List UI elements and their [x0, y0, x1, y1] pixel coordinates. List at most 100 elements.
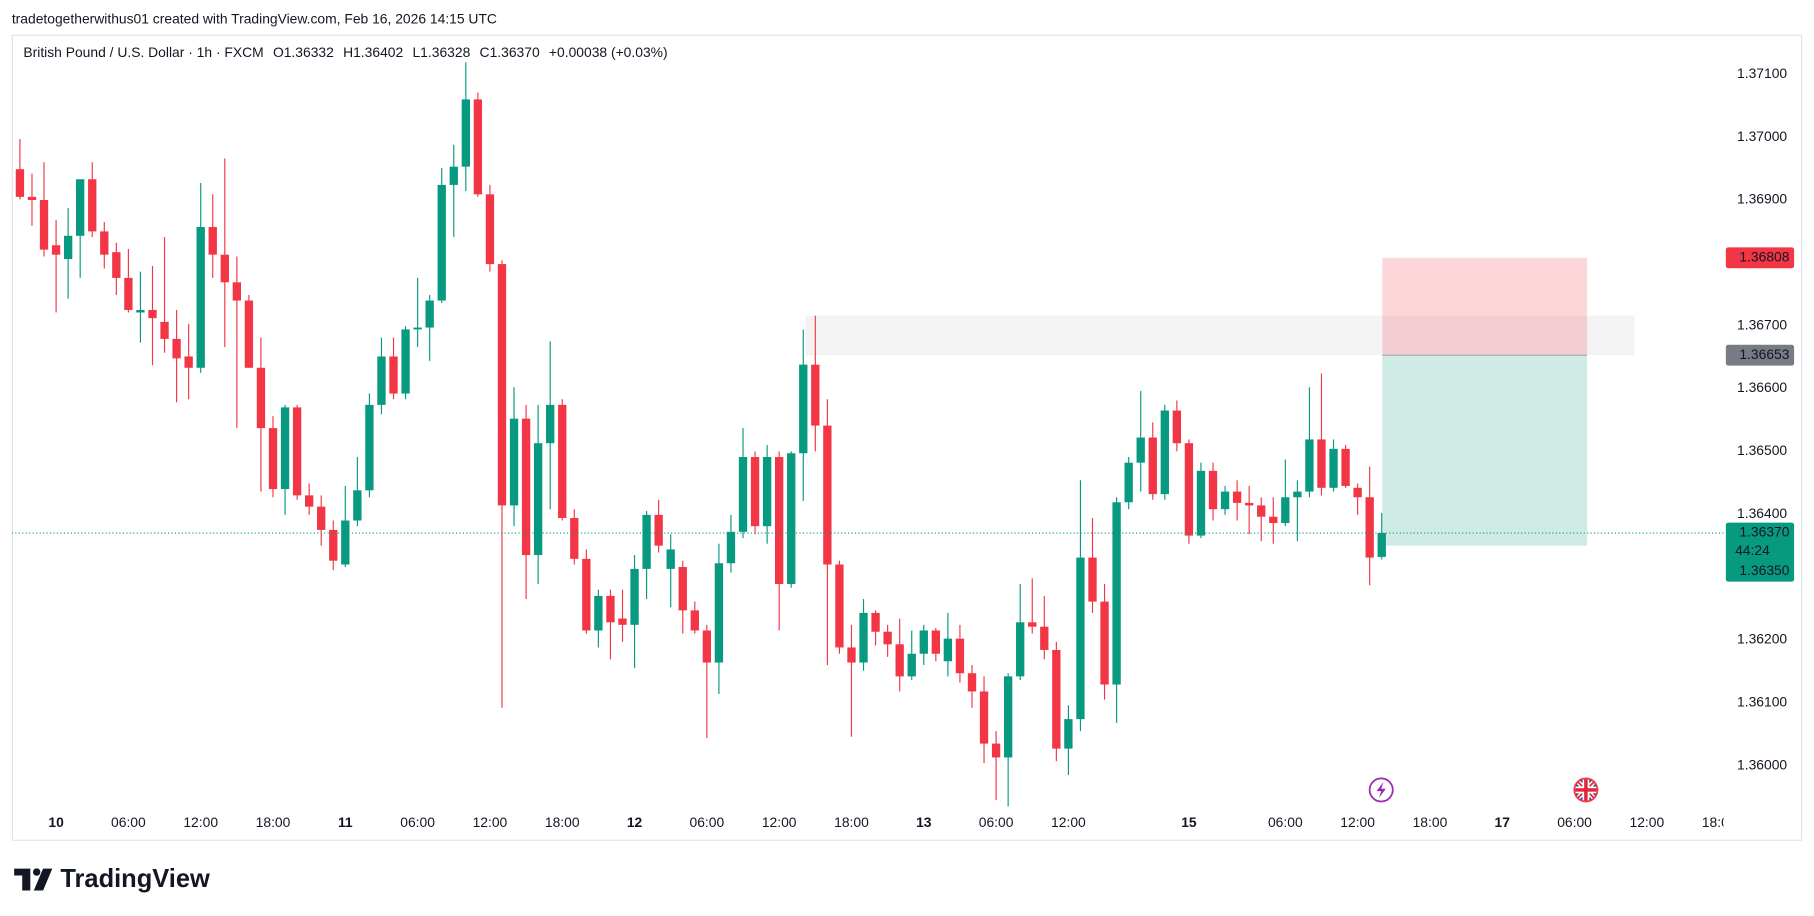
x-tick-label: 06:00: [111, 814, 146, 830]
x-tick-label: 13: [916, 814, 932, 830]
candle-body: [787, 453, 796, 584]
candle-body: [1257, 505, 1266, 517]
candle-body: [268, 428, 278, 490]
y-tick-label: 1.36000: [1737, 756, 1787, 772]
candle-body: [1112, 502, 1121, 685]
candle-body: [413, 327, 422, 330]
candle-body: [1076, 557, 1085, 720]
candle-body: [919, 630, 928, 654]
candle-body: [425, 300, 434, 328]
y-tick-label: 1.36500: [1737, 442, 1787, 458]
candle-body: [1245, 502, 1254, 506]
legend-key: H: [343, 44, 353, 60]
candle-body: [353, 490, 362, 521]
y-tick-label: 1.37100: [1737, 65, 1787, 81]
y-tick-label: 1.36200: [1737, 631, 1787, 647]
stop-label-box: [1725, 247, 1795, 269]
candle-body: [907, 653, 916, 677]
candle-body: [558, 404, 567, 518]
logo-text: TradingView: [60, 865, 210, 893]
candle-body: [521, 418, 531, 556]
candle-body: [630, 568, 639, 625]
candle-body: [509, 418, 519, 506]
candle-body: [1365, 497, 1374, 558]
candle-body: [27, 196, 37, 200]
logo: TradingView: [14, 865, 210, 893]
candle-body: [1088, 557, 1097, 602]
candle-body: [473, 99, 483, 195]
candle-body: [51, 245, 61, 255]
candle-body: [1220, 491, 1230, 510]
candle-body: [1124, 462, 1133, 503]
x-tick-label: 11: [338, 814, 353, 830]
x-tick-label: 18:00: [1413, 814, 1448, 830]
x-tick-label: 06:00: [400, 814, 435, 830]
last-price-label: 1.36370: [1739, 524, 1789, 540]
candle-body: [1317, 439, 1326, 488]
legend-key: O: [273, 44, 284, 60]
candle-body: [1064, 719, 1073, 749]
candle-body: [1329, 448, 1338, 488]
candle-body: [256, 367, 266, 429]
candle-body: [1281, 497, 1290, 524]
candle-body: [1160, 410, 1169, 495]
candle-body: [1136, 437, 1145, 463]
drawings: [805, 257, 1635, 546]
candle-body: [1293, 491, 1302, 498]
x-tick-label: 06:00: [979, 814, 1014, 830]
candle-body: [112, 252, 121, 278]
legend-value: 1.36328: [420, 44, 470, 60]
candle-body: [208, 227, 217, 255]
x-tick-label: 10: [48, 814, 64, 830]
y-tick-label: 1.36400: [1737, 505, 1787, 521]
candle-body: [931, 630, 940, 654]
candle-body: [341, 520, 350, 565]
candle-body: [196, 227, 205, 368]
candle-body: [461, 99, 470, 167]
candle-body: [184, 356, 193, 368]
economic-event-icon[interactable]: [1573, 777, 1599, 803]
candle-body: [329, 529, 338, 561]
event-icon[interactable]: [1368, 777, 1394, 803]
target-label: 1.36350: [1739, 562, 1789, 578]
stop-label: 1.36808: [1739, 248, 1789, 264]
candle-body: [618, 618, 627, 625]
candle-body: [1016, 622, 1025, 677]
candle-body: [15, 169, 25, 197]
candle-body: [1003, 676, 1013, 758]
candle-body: [726, 531, 736, 564]
candle-body: [148, 309, 157, 319]
x-tick-label: 15: [1181, 814, 1197, 830]
x-tick-label: 12:00: [1340, 814, 1375, 830]
candle-body: [1208, 470, 1218, 510]
candle-body: [594, 595, 603, 631]
candle-body: [533, 443, 543, 556]
candle-body: [835, 564, 844, 648]
x-tick-label: 06:00: [1268, 814, 1303, 830]
legend-key: L: [412, 44, 420, 60]
candle-body: [88, 179, 97, 232]
candle-body: [317, 506, 326, 530]
candle-body: [220, 254, 229, 283]
candle-body: [304, 495, 314, 507]
y-tick-label: 1.37000: [1737, 128, 1787, 144]
candle-body: [76, 179, 85, 236]
candle-body: [546, 404, 555, 444]
candle-body: [666, 549, 675, 569]
candle-body: [750, 457, 760, 527]
candle-body: [859, 612, 868, 663]
candle-body: [244, 300, 254, 368]
candle-body: [136, 309, 145, 313]
x-tick-label: 12:00: [762, 814, 797, 830]
candle-body: [1305, 439, 1314, 492]
candle-body: [1040, 626, 1049, 650]
candle-body: [292, 407, 302, 496]
candle-body: [642, 514, 651, 569]
y-axis: 1.371001.370001.369001.368001.367001.366…: [1725, 65, 1795, 772]
candle-body: [1196, 470, 1206, 536]
candle-body: [811, 364, 820, 426]
candles: [11, 62, 1724, 807]
candle-body: [1148, 437, 1157, 495]
